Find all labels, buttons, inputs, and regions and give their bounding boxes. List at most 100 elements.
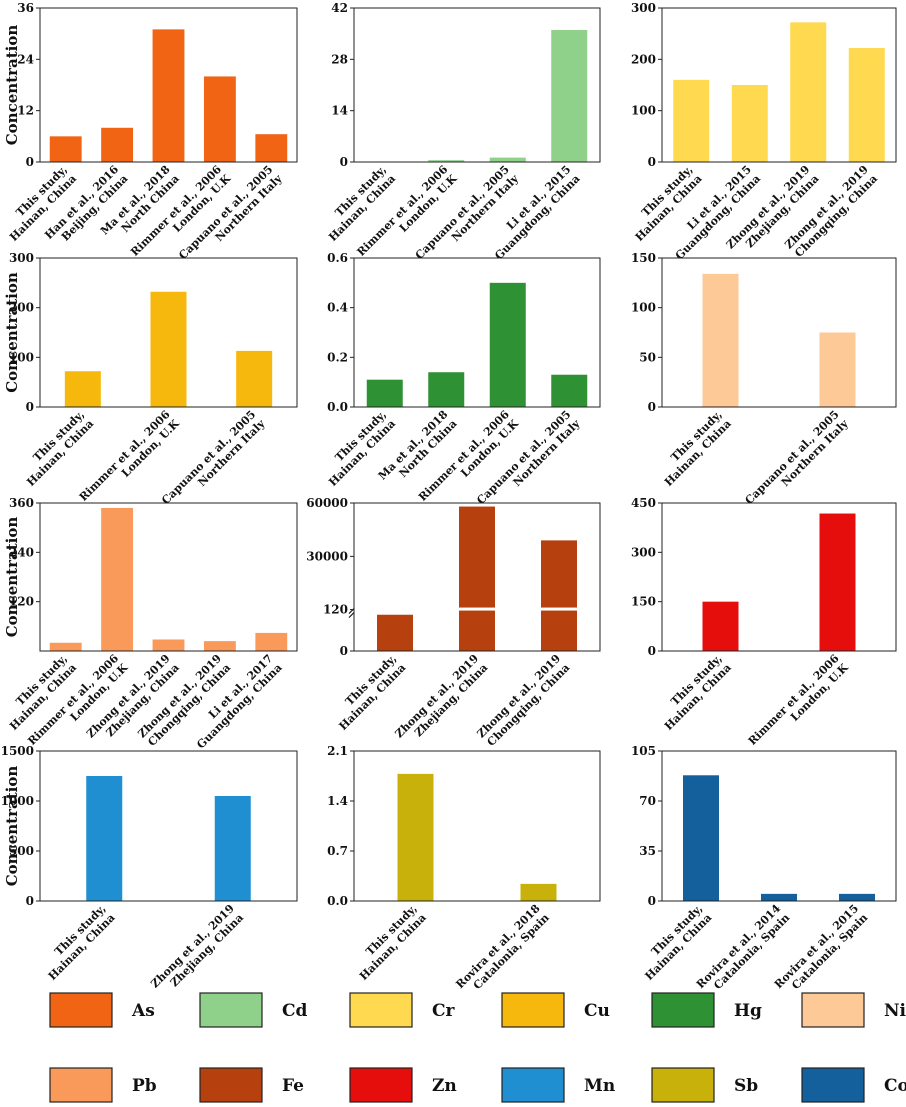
legend-label: Mn — [584, 1076, 615, 1096]
y-tick-label: 100 — [631, 104, 656, 118]
y-tick-label: 0.6 — [327, 251, 348, 265]
y-axis-label: Concentration — [3, 766, 21, 887]
legend-swatch — [199, 992, 263, 1028]
bar-fe-1 — [377, 614, 413, 651]
panel-sb: 0.0 0.7 1.4 2.1 This study,Hainan, China Rovi… — [327, 744, 601, 1001]
category-label-line: Zhong et al., 2019 — [393, 652, 482, 741]
y-tick-label: 36 — [17, 1, 34, 15]
plot-frame — [353, 257, 601, 408]
bar-cr-1 — [673, 79, 710, 162]
panel-pb: 120 240 360 Concentration This study,Hainan,… — [3, 496, 298, 751]
bar-co-1 — [683, 775, 719, 901]
y-tick-label: 0 — [648, 155, 656, 169]
bar-cd-3 — [489, 157, 526, 162]
legend-item-co: Co — [801, 1067, 906, 1103]
plot-frame — [661, 257, 897, 408]
plot-frame — [39, 7, 298, 163]
bar-fe-2 — [459, 506, 495, 651]
y-tick-label: 1.4 — [327, 794, 348, 808]
y-tick-label: 0 — [648, 644, 656, 658]
legend-item-mn: Mn — [501, 1067, 615, 1103]
category-label-line: Rovira et al., 2018 — [453, 902, 542, 991]
y-axis-label: Concentration — [3, 517, 21, 638]
y-tick-label: 360 — [9, 496, 34, 510]
plot-frame — [39, 502, 298, 652]
panel-cu: 0 100 200 300 Concentration This study,Hainan… — [3, 251, 298, 507]
legend-swatch — [49, 992, 113, 1028]
plot-frame — [39, 257, 298, 408]
bar-sb-1 — [397, 773, 434, 901]
category-label: This study,Hainan, China — [653, 652, 734, 733]
bar-hg-4 — [551, 374, 588, 407]
bar-cr-4 — [848, 48, 885, 162]
y-tick-label: 2.1 — [327, 744, 348, 758]
bar-pb-5 — [255, 632, 288, 651]
legend-item-ni: Ni — [801, 992, 906, 1028]
y-tick-label: 30000 — [306, 549, 348, 563]
y-tick-label: 0.0 — [327, 400, 348, 414]
y-tick-label: 0.4 — [327, 301, 348, 315]
legend-swatch — [501, 992, 565, 1028]
category-label: This study,Hainan, China — [15, 408, 96, 489]
category-label-line: Zhong et al., 2019 — [148, 902, 237, 991]
legend-label: Co — [884, 1076, 906, 1096]
bar-ni-2 — [819, 332, 856, 407]
legend-item-fe: Fe — [199, 1067, 304, 1103]
y-tick-label: 300 — [9, 251, 34, 265]
legend-swatch — [801, 1067, 865, 1103]
panel-ni: 0 50 100 150 This study,Hainan, China Capuano… — [631, 251, 897, 507]
legend-item-pb: Pb — [49, 1067, 157, 1103]
bar-cu-2 — [150, 291, 187, 407]
y-tick-label: 0 — [648, 400, 656, 414]
legend-swatch — [49, 1067, 113, 1103]
bar-mn-1 — [86, 776, 123, 901]
legend: As Cd Cr Cu Hg Ni Pb Fe Zn Mn Sb Co — [49, 992, 906, 1103]
y-tick-label: 35 — [639, 844, 656, 858]
bar-cu-1 — [64, 371, 101, 407]
legend-label: Hg — [734, 1001, 762, 1021]
y-tick-label: 150 — [631, 251, 656, 265]
category-label: This study,Hainan, China — [327, 652, 408, 733]
bar-pb-4 — [203, 641, 236, 651]
bar-pb-3 — [152, 639, 185, 651]
y-tick-label: 100 — [631, 301, 656, 315]
plot-frame — [353, 750, 601, 902]
bar-co-3 — [839, 893, 875, 901]
legend-label: Cu — [584, 1001, 610, 1021]
bar-zn-2 — [819, 513, 856, 651]
y-tick-label: 450 — [631, 496, 656, 510]
legend-label: Cr — [432, 1001, 456, 1021]
y-tick-label: 105 — [631, 744, 656, 758]
bar-hg-1 — [366, 379, 403, 407]
category-label: Rovira et al., 2018Catalonia, Spain — [453, 902, 552, 1001]
y-tick-label: 240 — [9, 545, 34, 559]
bar-cr-3 — [790, 22, 827, 162]
bar-ni-1 — [702, 273, 739, 407]
y-tick-label: 70 — [639, 794, 656, 808]
category-label: This study,Hainan, China — [653, 408, 734, 489]
axis-break-mark — [348, 608, 355, 618]
category-label-line: Capuano et al., 2005 — [742, 408, 841, 507]
y-tick-label: 200 — [9, 301, 34, 315]
y-tick-label: 0 — [648, 894, 656, 908]
category-label: This study,Hainan, China — [633, 902, 714, 983]
category-label: Zhong et al., 2019Chongqing, China — [475, 652, 573, 750]
y-tick-label: 150 — [631, 595, 656, 609]
y-tick-label: 0.0 — [327, 894, 348, 908]
category-label-line: Chongqing, China — [485, 661, 573, 749]
bar-cd-4 — [551, 30, 588, 162]
bar-pb-1 — [49, 642, 82, 651]
legend-swatch — [349, 1067, 413, 1103]
bar-fe-3 — [541, 540, 577, 651]
category-label-line: Rimmer et al., 2006 — [746, 652, 842, 748]
y-tick-label: 24 — [17, 52, 34, 66]
legend-label: Sb — [734, 1076, 758, 1096]
y-tick-label: 300 — [631, 545, 656, 559]
y-tick-label: 100 — [9, 350, 34, 364]
y-tick-label: 14 — [331, 104, 348, 118]
bar-as-1 — [49, 136, 82, 162]
